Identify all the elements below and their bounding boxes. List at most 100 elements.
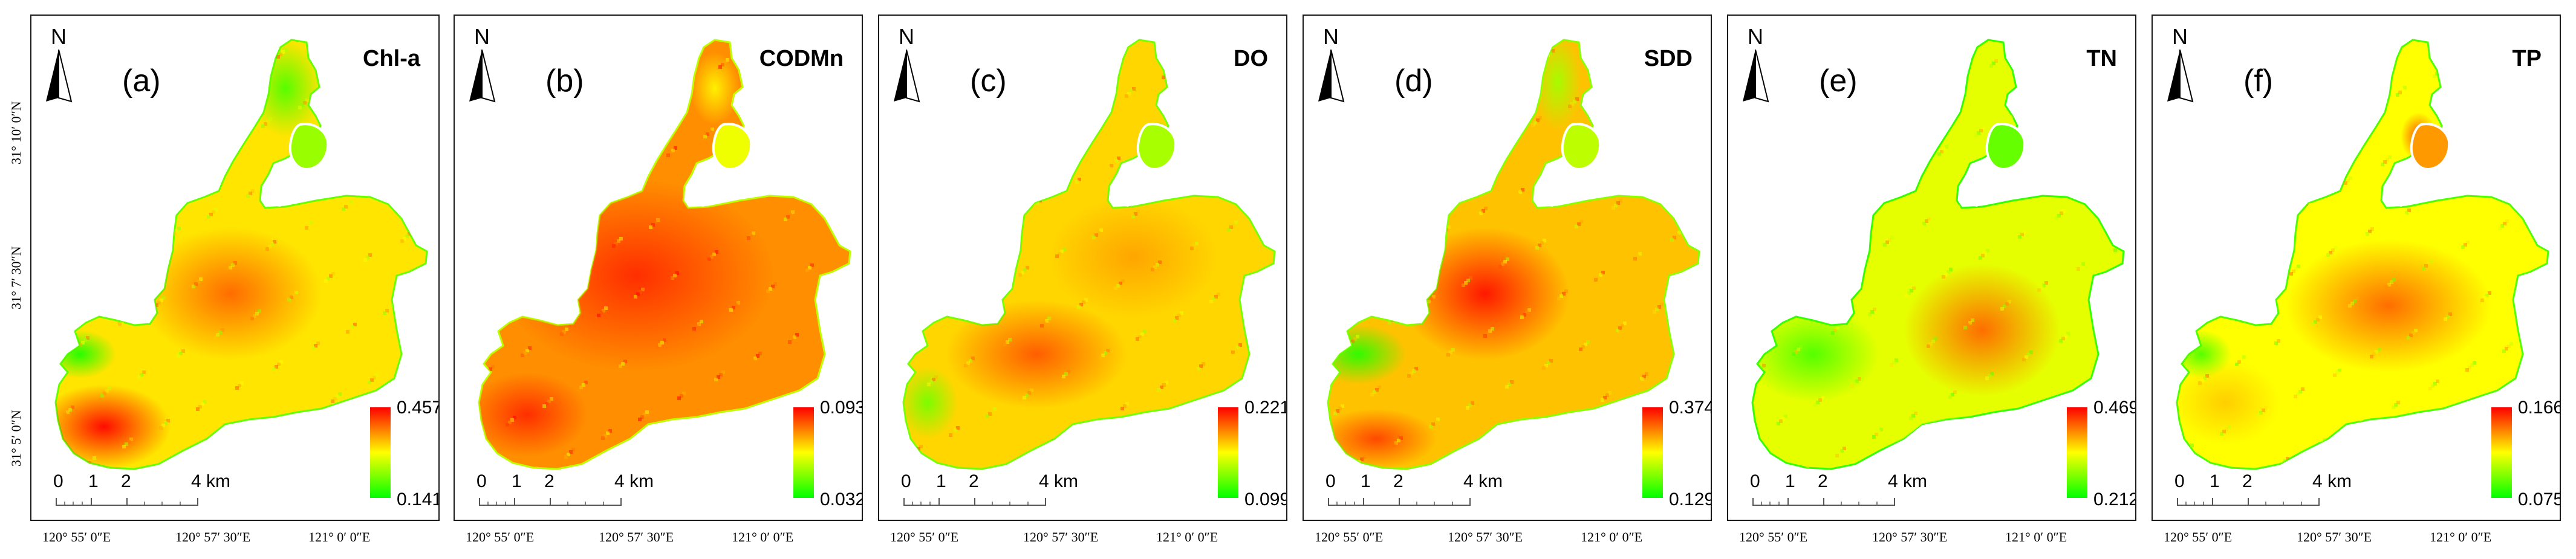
- raster-speckle: [2349, 176, 2352, 180]
- raster-speckle: [2407, 208, 2411, 212]
- raster-speckle: [2096, 320, 2100, 324]
- raster-speckle: [2277, 339, 2280, 343]
- raster-speckle: [351, 325, 354, 329]
- raster-speckle: [2499, 99, 2502, 103]
- raster-speckle: [214, 208, 218, 212]
- raster-speckle: [497, 178, 501, 181]
- raster-speckle: [93, 456, 96, 460]
- concentration-hotspot: [56, 330, 116, 378]
- parameter-label: CODMn: [759, 46, 844, 71]
- raster-speckle: [521, 354, 524, 357]
- raster-speckle: [2103, 313, 2107, 317]
- raster-speckle: [1199, 364, 1203, 368]
- raster-speckle: [1373, 263, 1377, 267]
- raster-speckle: [216, 333, 220, 337]
- raster-speckle: [2312, 195, 2315, 199]
- longitude-label: 120° 57′ 30″E: [1872, 529, 1948, 544]
- raster-speckle: [1473, 399, 1477, 402]
- raster-speckle: [1225, 103, 1229, 106]
- raster-speckle: [613, 117, 616, 120]
- raster-speckle: [1953, 390, 1957, 394]
- raster-speckle: [244, 69, 248, 73]
- raster-speckle: [593, 63, 597, 67]
- raster-speckle: [588, 68, 592, 72]
- raster-speckle: [1524, 438, 1528, 442]
- raster-speckle: [2246, 170, 2249, 174]
- raster-speckle: [1136, 337, 1139, 341]
- raster-speckle: [114, 72, 118, 76]
- raster-speckle: [2112, 123, 2115, 127]
- raster-speckle: [1586, 340, 1590, 344]
- raster-speckle: [1053, 129, 1057, 133]
- raster-speckle: [2286, 457, 2289, 460]
- raster-speckle: [756, 354, 759, 358]
- raster-speckle: [597, 314, 600, 317]
- raster-speckle: [717, 375, 720, 379]
- raster-speckle: [2488, 291, 2491, 295]
- raster-speckle: [2385, 285, 2389, 289]
- raster-speckle: [292, 293, 296, 297]
- raster-speckle: [2237, 360, 2241, 364]
- raster-speckle: [623, 360, 627, 363]
- raster-speckle: [651, 223, 655, 227]
- raster-speckle: [997, 222, 1000, 226]
- raster-speckle: [1045, 319, 1049, 323]
- raster-speckle: [2483, 296, 2487, 300]
- scale-bar: 0 1 2 4 km: [53, 471, 253, 514]
- raster-speckle: [1249, 279, 1252, 282]
- raster-speckle: [1110, 471, 1114, 475]
- raster-speckle: [1093, 108, 1096, 112]
- raster-speckle: [1777, 294, 1781, 298]
- raster-speckle: [943, 186, 946, 189]
- raster-speckle: [1964, 198, 1968, 202]
- raster-speckle: [1616, 329, 1619, 332]
- raster-speckle: [255, 439, 258, 443]
- raster-speckle: [1527, 436, 1530, 439]
- raster-speckle: [697, 322, 701, 326]
- legend-min-value: 0.129: [1669, 490, 1712, 509]
- raster-speckle: [610, 119, 614, 123]
- raster-speckle: [2531, 85, 2534, 89]
- raster-speckle: [1784, 415, 1787, 418]
- raster-speckle: [2209, 189, 2213, 193]
- raster-speckle: [2433, 74, 2436, 78]
- raster-speckle: [74, 221, 78, 224]
- raster-speckle: [242, 71, 246, 75]
- raster-speckle: [1203, 52, 1207, 56]
- raster-speckle: [2448, 312, 2452, 316]
- scale-bar-graphic: [903, 498, 1046, 506]
- raster-speckle: [1440, 105, 1444, 109]
- raster-speckle: [171, 106, 174, 110]
- raster-speckle: [2038, 161, 2041, 164]
- raster-speckle: [1560, 294, 1563, 298]
- raster-speckle: [1367, 143, 1370, 146]
- raster-speckle: [919, 445, 923, 448]
- raster-speckle: [597, 186, 601, 190]
- raster-speckle: [1805, 158, 1809, 161]
- raster-speckle: [1829, 206, 1833, 210]
- legend-min-value: 0.141: [397, 490, 440, 509]
- raster-speckle: [2227, 425, 2231, 428]
- raster-speckle: [1674, 361, 1678, 364]
- raster-speckle: [1421, 52, 1425, 56]
- raster-speckle: [615, 114, 619, 118]
- raster-speckle: [1846, 262, 1850, 265]
- raster-speckle: [1557, 297, 1561, 300]
- north-arrow-icon: [1743, 50, 1769, 103]
- raster-speckle: [253, 314, 256, 318]
- north-arrow: N: [1739, 24, 1781, 103]
- raster-speckle: [1199, 57, 1202, 60]
- raster-speckle: [1451, 40, 1454, 44]
- map-panel-2: N (b) CODMn 0.093 0.032 0 1 2 4 km: [454, 15, 863, 521]
- raster-speckle: [805, 268, 809, 272]
- raster-speckle: [1866, 187, 1870, 191]
- raster-speckle: [2296, 392, 2300, 396]
- raster-speckle: [1783, 107, 1787, 111]
- raster-speckle: [1105, 41, 1109, 45]
- raster-speckle: [1007, 465, 1011, 469]
- raster-speckle: [155, 176, 159, 179]
- raster-speckle: [484, 245, 488, 248]
- raster-speckle: [1627, 137, 1630, 140]
- raster-speckle: [1921, 97, 1924, 100]
- raster-speckle: [1673, 236, 1676, 239]
